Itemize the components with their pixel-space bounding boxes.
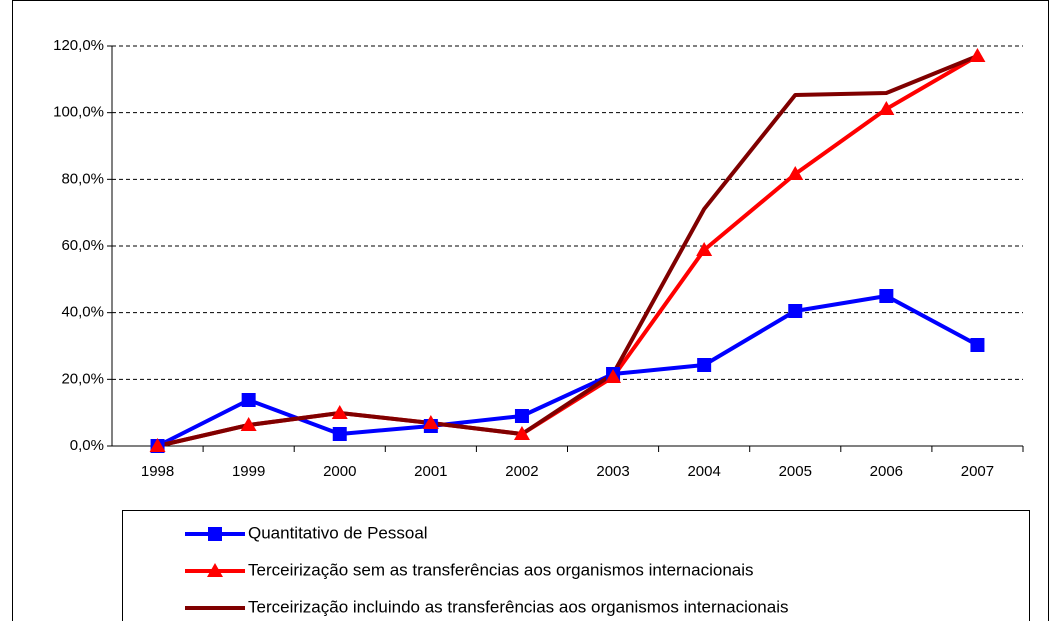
data-point [513,426,530,440]
data-point [332,427,347,441]
y-tick-label: 20,0% [61,370,104,387]
data-point [787,166,804,180]
y-tick-label: 120,0% [53,37,104,54]
x-tick-label: 2003 [596,463,629,480]
data-point [696,242,713,256]
y-tick-label: 80,0% [61,170,104,187]
data-point [697,358,712,372]
series-line [157,54,979,448]
legend-marker [208,527,222,541]
data-point [605,369,622,383]
legend-box [122,510,1030,621]
x-tick-label: 1999 [232,463,265,480]
legend-label: Quantitativo de Pessoal [248,523,428,542]
x-tick-label: 2002 [505,463,538,480]
data-point [241,393,256,407]
data-point [970,338,985,352]
legend: Quantitativo de Pessoal Terceirização sem… [185,523,789,616]
y-tick-label: 0,0% [70,437,104,454]
x-tick-label: 2001 [414,463,447,480]
data-point [149,438,166,452]
y-tick-label: 100,0% [53,104,104,121]
x-tick-label: 2007 [961,463,994,480]
data-point [331,405,348,419]
x-tick-label: 2000 [323,463,356,480]
data-point [788,304,803,318]
data-point [879,289,894,303]
legend-label: Terceirização incluindo as transferência… [248,597,789,616]
legend-marker [207,563,223,577]
data-point [969,48,986,62]
data-point [514,409,529,423]
x-tick-label: 2004 [687,463,720,480]
legend-label: Terceirização sem as transferências aos … [248,560,754,579]
data-point [878,101,895,115]
x-tick-label: 2006 [870,463,903,480]
data-point [422,415,439,429]
data-point [240,417,257,431]
y-tick-label: 40,0% [61,304,104,321]
x-tick-label: 1998 [141,463,174,480]
x-tick-label: 2005 [779,463,812,480]
y-tick-label: 60,0% [61,237,104,254]
